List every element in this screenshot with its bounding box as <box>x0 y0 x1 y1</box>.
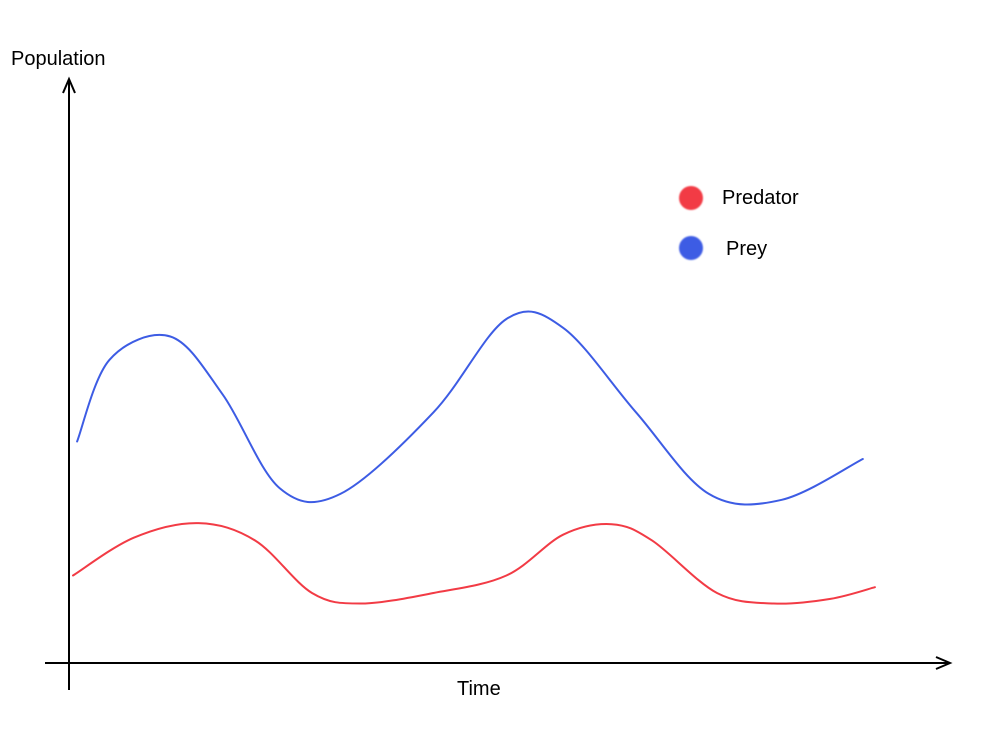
legend: Predator Prey <box>679 186 799 260</box>
legend-marker-prey <box>679 236 703 260</box>
legend-label-predator: Predator <box>722 187 799 209</box>
x-axis-label: Time <box>457 678 501 700</box>
y-axis-label: Population <box>11 48 106 70</box>
legend-label-prey: Prey <box>726 238 767 260</box>
x-axis-arrow <box>935 656 953 670</box>
series-line-prey <box>76 310 864 506</box>
y-axis-arrow <box>62 76 76 94</box>
series-line-predator <box>72 522 876 605</box>
legend-marker-predator <box>679 186 703 210</box>
series-layer <box>72 310 876 605</box>
